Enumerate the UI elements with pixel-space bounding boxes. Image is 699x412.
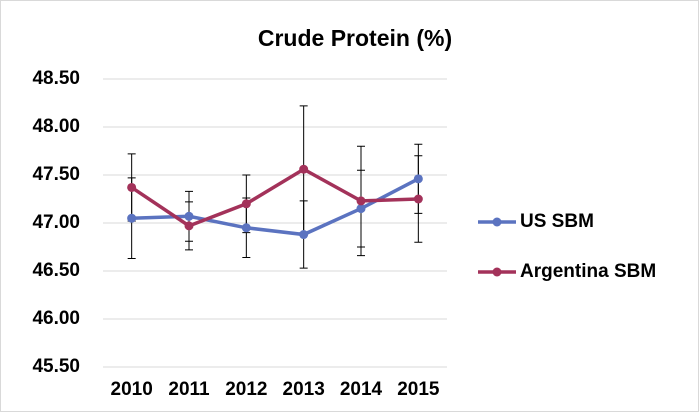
point — [127, 213, 137, 223]
legend-marker — [492, 217, 502, 227]
series-line — [130, 167, 419, 228]
point — [413, 174, 423, 184]
y-tick-label: 47.00 — [32, 212, 80, 233]
point — [241, 199, 251, 209]
x-tick-label: 2015 — [397, 379, 440, 400]
point — [356, 204, 366, 214]
y-tick-label: 48.00 — [32, 116, 80, 137]
x-tick-label: 2012 — [225, 379, 267, 400]
point — [127, 182, 137, 192]
y-tick-label: 48.50 — [32, 68, 80, 89]
y-tick-label: 47.50 — [32, 164, 80, 185]
point — [356, 196, 366, 206]
x-tick-label: 2013 — [283, 379, 325, 400]
legend-marker — [492, 267, 502, 277]
point — [299, 164, 309, 174]
point — [299, 230, 309, 240]
series-line — [131, 177, 420, 237]
chart-title: Crude Protein (%) — [258, 25, 452, 51]
legend-label: Argentina SBM — [520, 261, 656, 282]
x-tick-label: 2011 — [168, 379, 210, 400]
y-tick-label: 46.00 — [32, 308, 80, 329]
point — [413, 194, 423, 204]
y-tick-label: 45.50 — [32, 356, 80, 377]
legend-label: US SBM — [520, 211, 594, 232]
point — [184, 221, 194, 231]
point — [184, 211, 194, 221]
y-tick-label: 46.50 — [32, 260, 80, 281]
x-tick-label: 2014 — [340, 379, 383, 400]
x-tick-label: 2010 — [111, 379, 153, 400]
point — [241, 223, 251, 233]
